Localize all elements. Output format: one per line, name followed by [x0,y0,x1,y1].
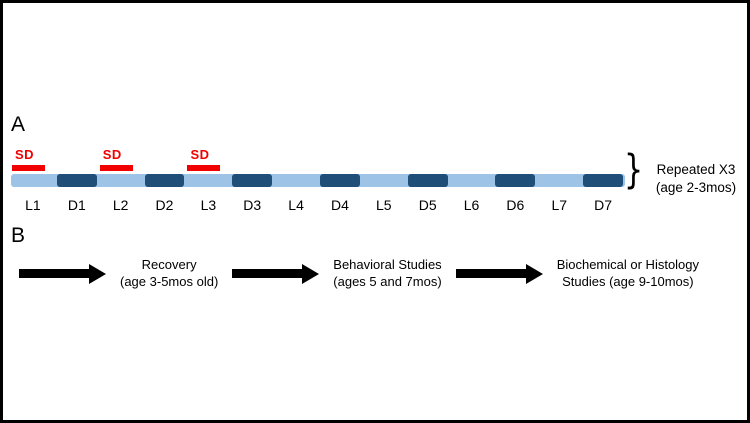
panel-a-label: A [11,113,26,136]
sd-marker: SD [187,147,221,171]
segment-label: L5 [376,197,392,213]
timeline-segment-l5 [362,174,406,187]
timeline-segment-l6 [450,174,494,187]
flow-row: Recovery (age 3-5mos old) Behavioral Stu… [19,257,699,291]
arrow-right-icon [455,263,543,284]
segment-label: D5 [418,197,437,213]
sd-label: SD [102,147,122,162]
arrow-shaft [455,269,526,279]
sd-bar [99,165,133,171]
dark-segment [320,174,360,187]
timeline-segment-l3 [186,174,230,187]
repeat-note-line2: (age 2-3mos) [655,179,737,195]
timeline-segment-d1 [55,174,99,187]
sd-marker: SD [99,147,133,171]
flow-step-line1: Recovery [141,257,197,272]
sd-bar [12,165,45,171]
segment-label: L7 [551,197,568,213]
arrow-shaft [232,269,303,279]
flow-step-line2: (ages 5 and 7mos) [333,273,442,289]
flow-step-line1: Behavioral Studies [333,257,442,272]
segment-label: L4 [288,197,304,213]
flow-step-line2: Studies (age 9-10mos) [562,273,694,289]
segment-label: L1 [25,197,41,213]
flow-step-recovery: Recovery (age 3-5mos old) [120,257,218,291]
segment-label: L3 [200,197,217,213]
panel-b-label: B [11,224,26,247]
dark-segment [495,174,536,187]
flow-step-line2: (age 3-5mos old) [120,273,219,289]
timeline-bar [11,174,625,187]
sd-row: SD SD SD [11,144,625,174]
segment-label: L2 [112,197,129,213]
dark-segment [407,174,448,187]
sd-label: SD [15,147,35,162]
repeat-note-line1: Repeated X3 [656,162,736,177]
light-dark-timeline: SD SD SD L1 D1 L2 D2 L3 D3 L4 D4 L5 D5 L6 D6 L7 D7 [11,144,625,213]
timeline-segment-d3 [230,174,274,187]
segment-label: D4 [330,197,349,213]
segment-label: D3 [243,197,262,213]
arrow-head [525,263,543,284]
timeline-segment-d2 [143,174,187,187]
repeat-note: Repeated X3 (age 2-3mos) [647,161,745,196]
arrow-right-icon [19,263,106,284]
segment-label: D6 [506,197,525,213]
timeline-labels: L1 D1 L2 D2 L3 D3 L4 D4 L5 D5 L6 D6 L7 D7 [11,197,625,213]
dark-segment [583,174,624,187]
flow-step-biochemical: Biochemical or Histology Studies (age 9-… [557,257,699,291]
sd-marker: SD [12,147,45,171]
dark-segment [144,174,185,187]
segment-label: L6 [463,197,480,213]
arrow-head [89,263,106,284]
timeline-segment-d4 [318,174,362,187]
timeline-segment-l7 [537,174,581,187]
sd-label: SD [190,147,210,162]
arrow-right-icon [232,263,320,284]
timeline-segment-d7 [581,174,625,187]
flow-step-behavioral: Behavioral Studies (ages 5 and 7mos) [333,257,441,291]
arrow-head [302,263,320,284]
curly-brace-icon: } [624,147,644,193]
timeline-segment-d6 [493,174,537,187]
sd-bar [187,165,221,171]
flow-step-line1: Biochemical or Histology [556,257,700,272]
segment-label: D7 [594,197,613,213]
timeline-segment-d5 [406,174,450,187]
dark-segment [232,174,273,187]
segment-label: D1 [67,197,86,213]
segment-label: D2 [155,197,174,213]
arrow-shaft [19,269,89,279]
dark-segment [56,174,97,187]
timeline-segment-l2 [99,174,143,187]
timeline-segment-l4 [274,174,318,187]
timeline-segment-l1 [11,174,55,187]
